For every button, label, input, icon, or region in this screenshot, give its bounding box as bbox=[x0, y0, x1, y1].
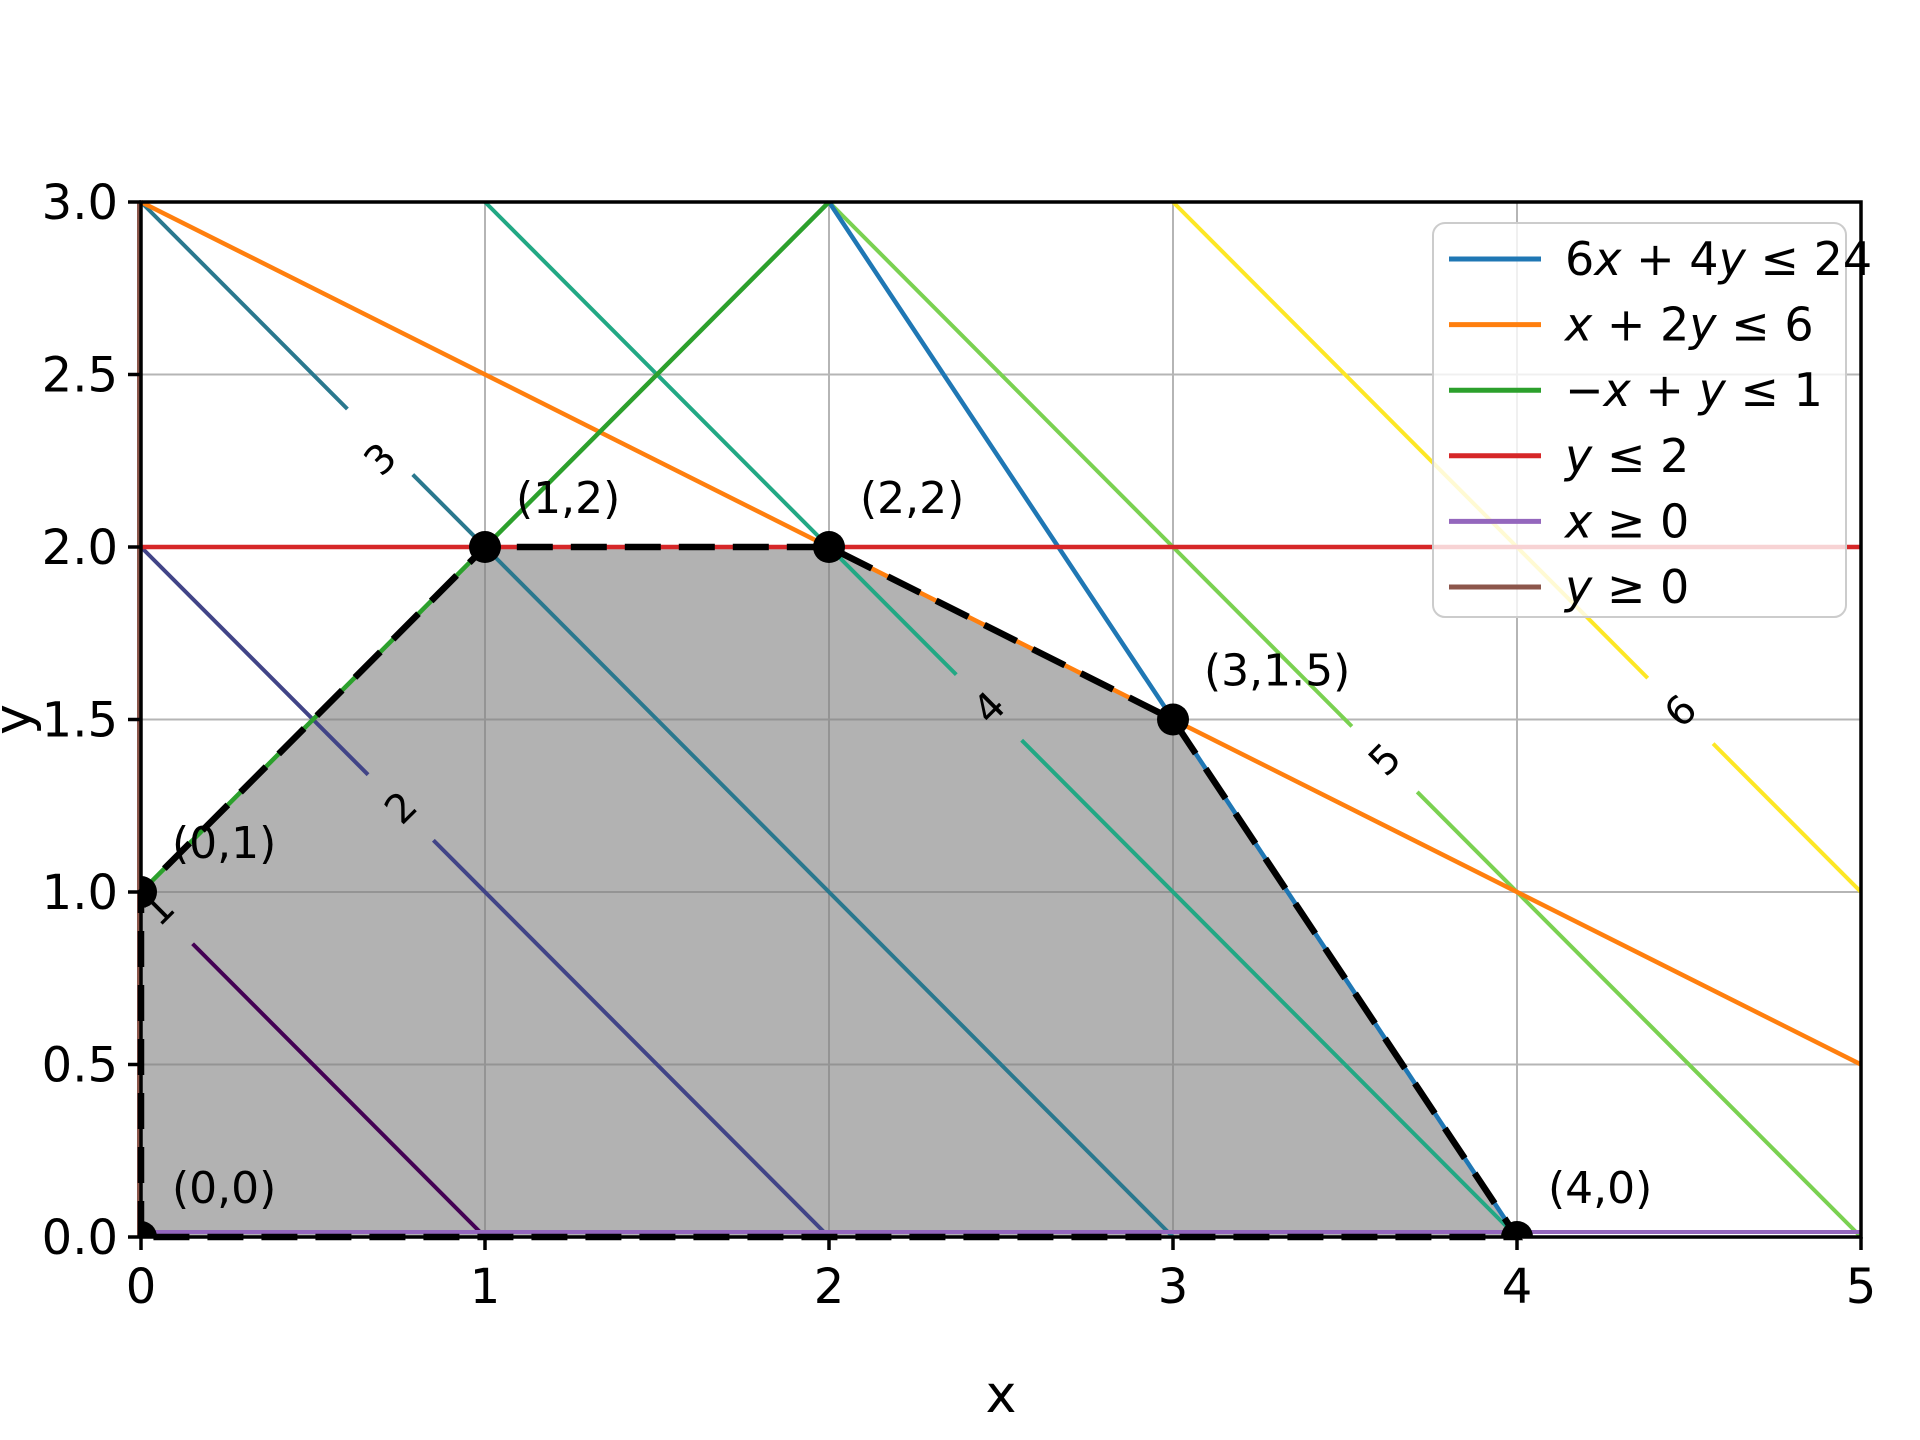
legend-label: y ≤ 2 bbox=[1563, 429, 1689, 483]
contour-line-3 bbox=[411, 473, 1175, 1239]
vertex-dot bbox=[1501, 1221, 1533, 1237]
contour-line-4 bbox=[1020, 738, 1519, 1239]
y-tick-label: 3.0 bbox=[42, 175, 118, 231]
x-axis-label: x bbox=[986, 1365, 1017, 1425]
contour-line-3 bbox=[139, 200, 349, 411]
legend-item: x + 2y ≤ 6 bbox=[1449, 298, 1814, 352]
legend-label: −x + y ≤ 1 bbox=[1565, 363, 1823, 417]
y-tick-label: 0.0 bbox=[42, 1210, 118, 1266]
x-tick-label: 5 bbox=[1846, 1259, 1877, 1315]
vertex-label: (0,1) bbox=[172, 818, 276, 869]
legend: 6x + 4y ≤ 24 x + 2y ≤ 6 −x + y ≤ 1 y ≤ 2 x ≥… bbox=[1432, 222, 1872, 618]
contour-line-2 bbox=[431, 838, 831, 1239]
contour-line-5 bbox=[1415, 790, 1863, 1239]
vertex-label: (0,0) bbox=[172, 1163, 276, 1214]
vertex-dot bbox=[141, 876, 157, 908]
x-tick-label: 1 bbox=[470, 1259, 501, 1315]
vertex-label: (2,2) bbox=[860, 473, 964, 524]
legend-box bbox=[1432, 222, 1847, 618]
x-tick-label: 3 bbox=[1158, 1259, 1189, 1315]
contour-line-5 bbox=[827, 200, 1354, 728]
contour-layer bbox=[139, 200, 1863, 1239]
vertex-dot bbox=[141, 1221, 157, 1237]
legend-item: −x + y ≤ 1 bbox=[1449, 363, 1823, 417]
y-tick-label: 2.0 bbox=[42, 520, 118, 576]
vertex-dot bbox=[1157, 703, 1189, 736]
legend-label: x ≥ 0 bbox=[1563, 494, 1689, 548]
legend-item: y ≥ 0 bbox=[1449, 560, 1689, 614]
vertex-label: (4,0) bbox=[1548, 1163, 1652, 1214]
vertex-dot bbox=[469, 531, 501, 563]
x-tick-label: 0 bbox=[126, 1259, 157, 1315]
legend-label: x + 2y ≤ 6 bbox=[1563, 298, 1814, 352]
vertex-label: (1,2) bbox=[516, 473, 620, 524]
legend-item: x ≥ 0 bbox=[1449, 494, 1689, 548]
contour-line-4 bbox=[483, 200, 958, 677]
tick-layer: 0 1 2 3 4 5 0.0 0.5 1.0 1.5 2.0 2.5 3.0 x y bbox=[0, 175, 1876, 1425]
legend-item: y ≤ 2 bbox=[1449, 429, 1689, 483]
vertex-label: (3,1.5) bbox=[1204, 646, 1350, 697]
y-tick-label: 2.5 bbox=[42, 348, 118, 404]
x-tick-label: 4 bbox=[1502, 1259, 1533, 1315]
legend-item: 6x + 4y ≤ 24 bbox=[1449, 232, 1872, 286]
y-axis-label: y bbox=[0, 704, 43, 735]
legend-label: y ≥ 0 bbox=[1563, 560, 1689, 614]
legend-label: 6x + 4y ≤ 24 bbox=[1565, 232, 1872, 286]
vertex-dot-layer bbox=[141, 531, 1533, 1237]
vertex-dot bbox=[813, 531, 845, 563]
y-tick-label: 1.0 bbox=[42, 865, 118, 921]
y-tick-label: 0.5 bbox=[42, 1038, 118, 1094]
x-tick-label: 2 bbox=[814, 1259, 845, 1315]
y-tick-label: 1.5 bbox=[42, 693, 118, 749]
contour-line-1 bbox=[191, 942, 487, 1239]
contour-line-2 bbox=[139, 545, 370, 777]
contour-line-6 bbox=[1711, 742, 1863, 894]
